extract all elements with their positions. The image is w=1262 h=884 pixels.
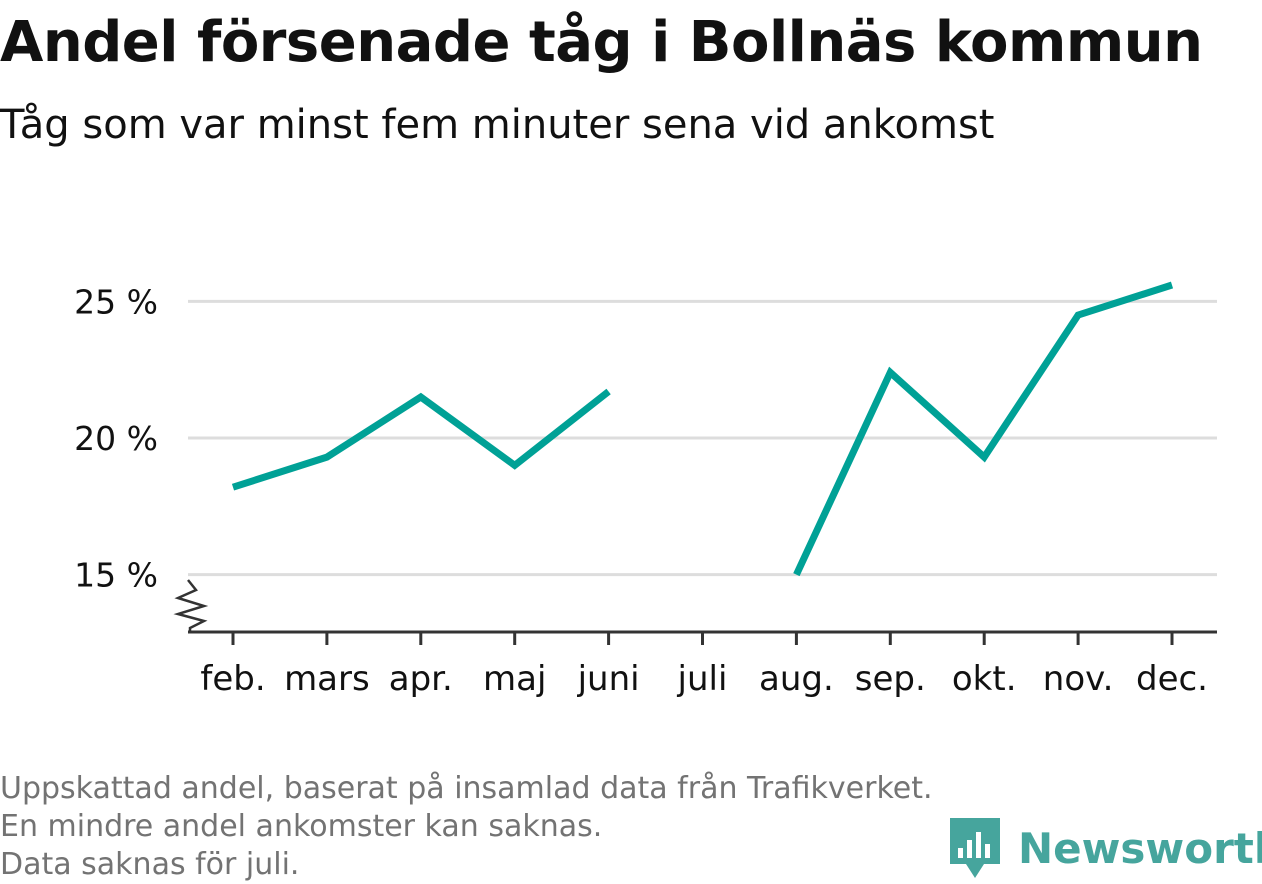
footnote-missing-data: Data saknas för juli. <box>0 847 300 882</box>
series-line <box>793 281 1174 577</box>
brand: Newsworthy <box>950 818 1262 878</box>
series-line <box>231 388 611 491</box>
chart-subtitle: Tåg som var minst fem minuter sena vid a… <box>0 102 995 148</box>
x-tick-label: maj <box>483 659 546 699</box>
x-tick-label: aug. <box>759 659 834 699</box>
x-tick-label: juli <box>677 659 728 699</box>
x-tick-label: dec. <box>1136 659 1208 699</box>
y-tick-label: 20 % <box>74 419 158 458</box>
x-tick-label: mars <box>284 659 370 699</box>
x-tick-label: feb. <box>200 659 265 699</box>
x-tick-label: okt. <box>952 659 1017 699</box>
y-tick-label: 25 % <box>74 282 158 321</box>
x-axis <box>173 579 1217 634</box>
brand-name: Newsworthy <box>1018 823 1262 873</box>
series-lines <box>231 281 1174 577</box>
y-tick-label: 15 % <box>74 556 158 595</box>
x-tick-label: sep. <box>855 659 926 699</box>
footnote: Uppskattad andel, baserat på insamlad da… <box>0 770 940 884</box>
x-axis-ticks: feb. mars apr. maj juni juli aug. sep. okt. nov. d… <box>200 632 1208 699</box>
y-axis-break-symbol <box>173 579 209 632</box>
newsworthy-logo-icon <box>950 818 1000 878</box>
footnote-source: Uppskattad andel, baserat på insamlad da… <box>0 771 933 844</box>
x-tick-label: nov. <box>1043 659 1114 699</box>
x-tick-label: juni <box>577 659 640 699</box>
chart-title: Andel försenade tåg i Bollnäs kommun <box>0 10 1203 75</box>
x-tick-label: apr. <box>389 659 453 699</box>
y-axis-ticks: 15 % 20 % 25 % <box>74 282 158 594</box>
